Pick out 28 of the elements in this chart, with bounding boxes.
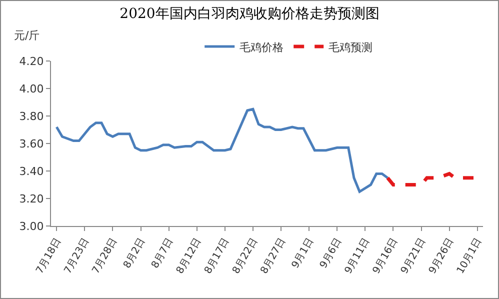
x-tick-label: 8月17日 bbox=[202, 236, 232, 276]
x-tick-label: 9月21日 bbox=[399, 236, 428, 276]
y-tick-label: 4.00 bbox=[19, 82, 44, 96]
legend-label: 毛鸡预测 bbox=[328, 40, 373, 54]
x-tick-label: 9月16日 bbox=[371, 236, 400, 276]
y-tick-label: 4.20 bbox=[19, 54, 44, 68]
y-tick-label: 3.40 bbox=[19, 164, 44, 178]
x-tick-label: 10月1日 bbox=[455, 236, 484, 276]
y-axis-title: 元/斤 bbox=[14, 29, 40, 42]
x-tick-label: 9月26日 bbox=[427, 236, 456, 276]
line-series bbox=[55, 108, 389, 193]
y-tick-label: 3.00 bbox=[19, 220, 44, 233]
x-tick-label: 8月12日 bbox=[174, 236, 204, 276]
x-tick-label: 7月23日 bbox=[62, 236, 92, 276]
x-tick-label: 8月2日 bbox=[122, 236, 148, 270]
legend-label: 毛鸡价格 bbox=[240, 40, 284, 54]
x-tick-label: 8月7日 bbox=[150, 236, 176, 270]
x-tick-label: 8月22日 bbox=[230, 236, 260, 276]
x-tick-label: 9月6日 bbox=[318, 236, 344, 270]
y-tick-label: 3.80 bbox=[19, 110, 44, 123]
chart-title: 2020年国内白羽肉鸡收购价格走势预测图 bbox=[120, 6, 380, 22]
y-tick-label: 3.60 bbox=[19, 137, 44, 150]
x-tick-label: 9月1日 bbox=[290, 236, 316, 270]
x-tick-label: 8月27日 bbox=[258, 236, 288, 276]
x-tick-label: 7月18日 bbox=[34, 236, 64, 276]
x-tick-label: 7月28日 bbox=[90, 236, 120, 276]
x-tick-label: 9月11日 bbox=[343, 236, 372, 276]
y-tick-label: 3.20 bbox=[19, 192, 44, 206]
